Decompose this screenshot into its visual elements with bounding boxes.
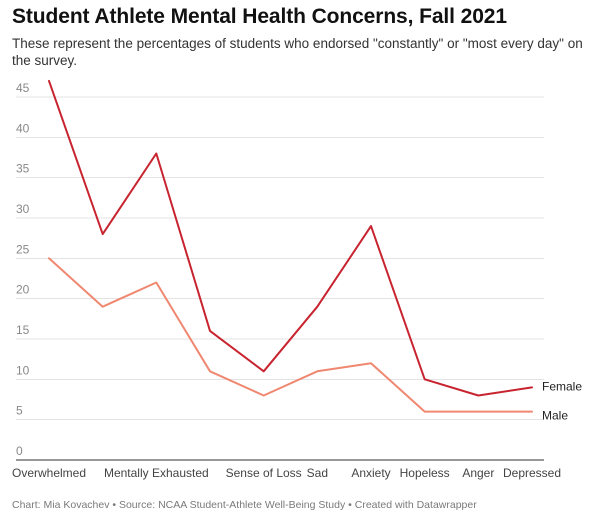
y-tick-label: 35	[16, 162, 30, 176]
y-tick-label: 5	[16, 404, 23, 418]
y-tick-label: 30	[16, 202, 30, 216]
x-tick-label: Sense of Loss	[226, 466, 302, 480]
x-tick-label: Sad	[307, 466, 328, 480]
series-lines	[48, 79, 533, 413]
series-labels: Female Male	[542, 379, 582, 422]
series-line-male	[48, 257, 533, 413]
y-axis-tick-labels: 0 5 10 15 20 25 30 35 40 45	[16, 81, 30, 458]
y-tick-label: 0	[16, 444, 23, 458]
chart-subtitle: These represent the percentages of stude…	[12, 36, 583, 68]
series-label-male: Male	[542, 409, 568, 423]
gridlines	[16, 96, 544, 461]
x-tick-label: Mentally Exhausted	[104, 466, 209, 480]
x-tick-label: Depressed	[503, 466, 561, 480]
x-tick-label: Anger	[462, 466, 494, 480]
y-tick-label: 45	[16, 81, 30, 95]
y-tick-label: 15	[16, 323, 30, 337]
y-tick-label: 10	[16, 363, 30, 377]
series-line-female	[48, 79, 533, 397]
series-label-female: Female	[542, 379, 582, 393]
x-tick-label: Hopeless	[400, 466, 450, 480]
x-tick-label: Anxiety	[351, 466, 390, 480]
y-tick-label: 40	[16, 121, 30, 135]
x-tick-label: Overwhelmed	[12, 466, 86, 480]
y-tick-label: 20	[16, 283, 30, 297]
y-tick-label: 25	[16, 242, 30, 256]
x-axis-tick-labels: Overwhelmed Mentally Exhausted Sense of Lo…	[12, 466, 561, 480]
chart-title: Student Athlete Mental Health Concerns, …	[12, 5, 507, 28]
chart-footer: Chart: Mia Kovachev • Source: NCAA Stude…	[12, 499, 477, 511]
